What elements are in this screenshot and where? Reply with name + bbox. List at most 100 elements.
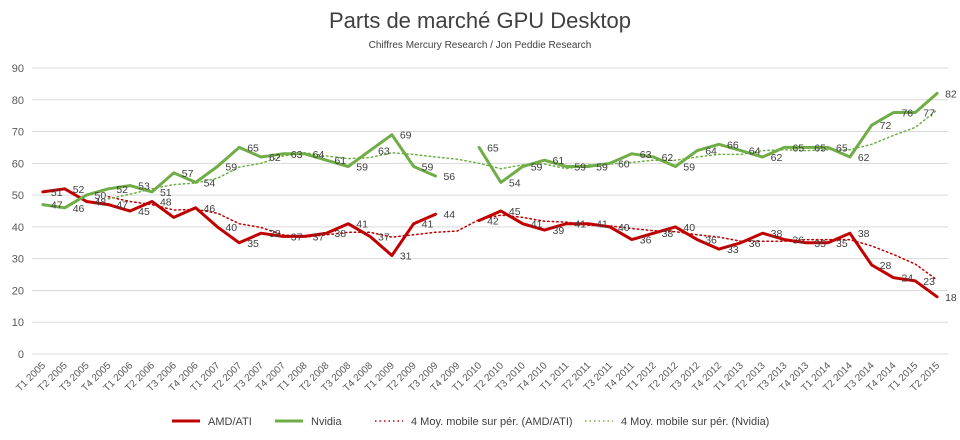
data-label: 37 (291, 231, 303, 243)
data-label: 59 (531, 162, 543, 174)
gridlines (32, 67, 948, 355)
data-label: 56 (443, 171, 455, 183)
data-label: 41 (596, 219, 608, 231)
data-label: 65 (247, 142, 259, 154)
y-tick-label: 20 (12, 285, 24, 297)
data-label: 41 (531, 219, 543, 231)
data-label: 59 (683, 162, 695, 174)
y-tick-label: 60 (12, 158, 24, 170)
data-label: 48 (160, 196, 172, 208)
data-label: 63 (291, 149, 303, 161)
data-label: 36 (640, 235, 652, 247)
chart-title: Parts de marché GPU Desktop (328, 8, 631, 33)
data-label: 44 (443, 209, 455, 221)
data-label: 59 (422, 162, 434, 174)
legend-label: AMD/ATI (208, 416, 252, 428)
data-label: 60 (618, 158, 630, 170)
legend: AMD/ATI Nvidia 4 Moy. mobile sur pér. (AMD… (172, 416, 769, 428)
series-line-1 (41, 91, 939, 210)
data-label: 63 (640, 149, 652, 161)
data-labels: 51 52 48 47 45 48 46 40 35 38 37 37 38 41 37 31 41 44 42 45… (51, 88, 957, 303)
series-line-2 (107, 195, 938, 281)
data-label: 66 (727, 139, 739, 151)
data-label: 47 (51, 200, 63, 212)
data-label: 62 (269, 152, 281, 164)
data-label: 40 (683, 222, 695, 234)
y-tick-label: 90 (12, 63, 24, 75)
data-label: 40 (618, 222, 630, 234)
data-label: 38 (662, 228, 674, 240)
data-label: 52 (116, 184, 128, 196)
data-label: 37 (313, 231, 325, 243)
data-label: 62 (858, 152, 870, 164)
data-label: 41 (422, 219, 434, 231)
data-label: 38 (858, 228, 870, 240)
data-label: 69 (400, 130, 412, 142)
data-label: 35 (247, 238, 259, 250)
data-label: 37 (378, 231, 390, 243)
data-label: 59 (596, 162, 608, 174)
data-label: 23 (923, 276, 935, 288)
data-label: 24 (901, 273, 913, 285)
data-label: 41 (574, 219, 586, 231)
data-label: 36 (705, 235, 717, 247)
data-label: 38 (334, 228, 346, 240)
series-lines (41, 91, 939, 299)
data-label: 18 (945, 292, 957, 304)
data-label: 47 (116, 200, 128, 212)
data-label: 35 (814, 238, 826, 250)
data-label: 42 (487, 216, 499, 228)
data-label: 64 (705, 146, 717, 158)
data-label: 54 (204, 177, 216, 189)
y-tick-label: 50 (12, 190, 24, 202)
data-label: 59 (574, 162, 586, 174)
data-label: 45 (509, 206, 521, 218)
data-label: 59 (225, 162, 237, 174)
series-line-0 (41, 187, 939, 299)
data-label: 46 (73, 203, 85, 215)
data-label: 36 (749, 238, 761, 250)
y-axis-ticks: 0 10 20 30 40 50 60 70 80 90 (12, 63, 24, 361)
data-label: 46 (204, 203, 216, 215)
data-label: 51 (51, 187, 63, 199)
data-label: 65 (814, 142, 826, 154)
data-label: 54 (509, 177, 521, 189)
data-label: 40 (225, 222, 237, 234)
data-label: 72 (880, 120, 892, 132)
legend-label: Nvidia (311, 416, 342, 428)
data-label: 39 (553, 225, 565, 237)
data-label: 62 (771, 152, 783, 164)
data-label: 61 (553, 155, 565, 167)
y-tick-label: 80 (12, 95, 24, 107)
data-label: 63 (378, 146, 390, 158)
data-label: 76 (901, 107, 913, 119)
data-label: 51 (160, 187, 172, 199)
data-label: 82 (945, 88, 957, 100)
data-label: 62 (662, 152, 674, 164)
y-tick-label: 40 (12, 222, 24, 234)
y-tick-label: 0 (18, 349, 24, 361)
data-label: 48 (95, 196, 107, 208)
legend-label: 4 Moy. mobile sur pér. (AMD/ATI) (411, 416, 573, 428)
data-label: 52 (73, 184, 85, 196)
data-label: 64 (313, 149, 325, 161)
data-label: 38 (269, 228, 281, 240)
y-tick-label: 10 (12, 317, 24, 329)
y-tick-label: 70 (12, 127, 24, 139)
data-label: 38 (771, 228, 783, 240)
data-label: 33 (727, 244, 739, 256)
data-label: 41 (356, 219, 368, 231)
data-label: 65 (792, 142, 804, 154)
data-label: 65 (487, 142, 499, 154)
data-label: 36 (792, 235, 804, 247)
data-label: 31 (400, 250, 412, 262)
data-label: 35 (836, 238, 848, 250)
data-label: 77 (923, 107, 935, 119)
data-label: 45 (138, 206, 150, 218)
data-label: 53 (138, 181, 150, 193)
chart-subtitle: Chiffres Mercury Research / Jon Peddie R… (368, 40, 592, 51)
data-label: 57 (182, 168, 194, 180)
y-tick-label: 30 (12, 254, 24, 266)
